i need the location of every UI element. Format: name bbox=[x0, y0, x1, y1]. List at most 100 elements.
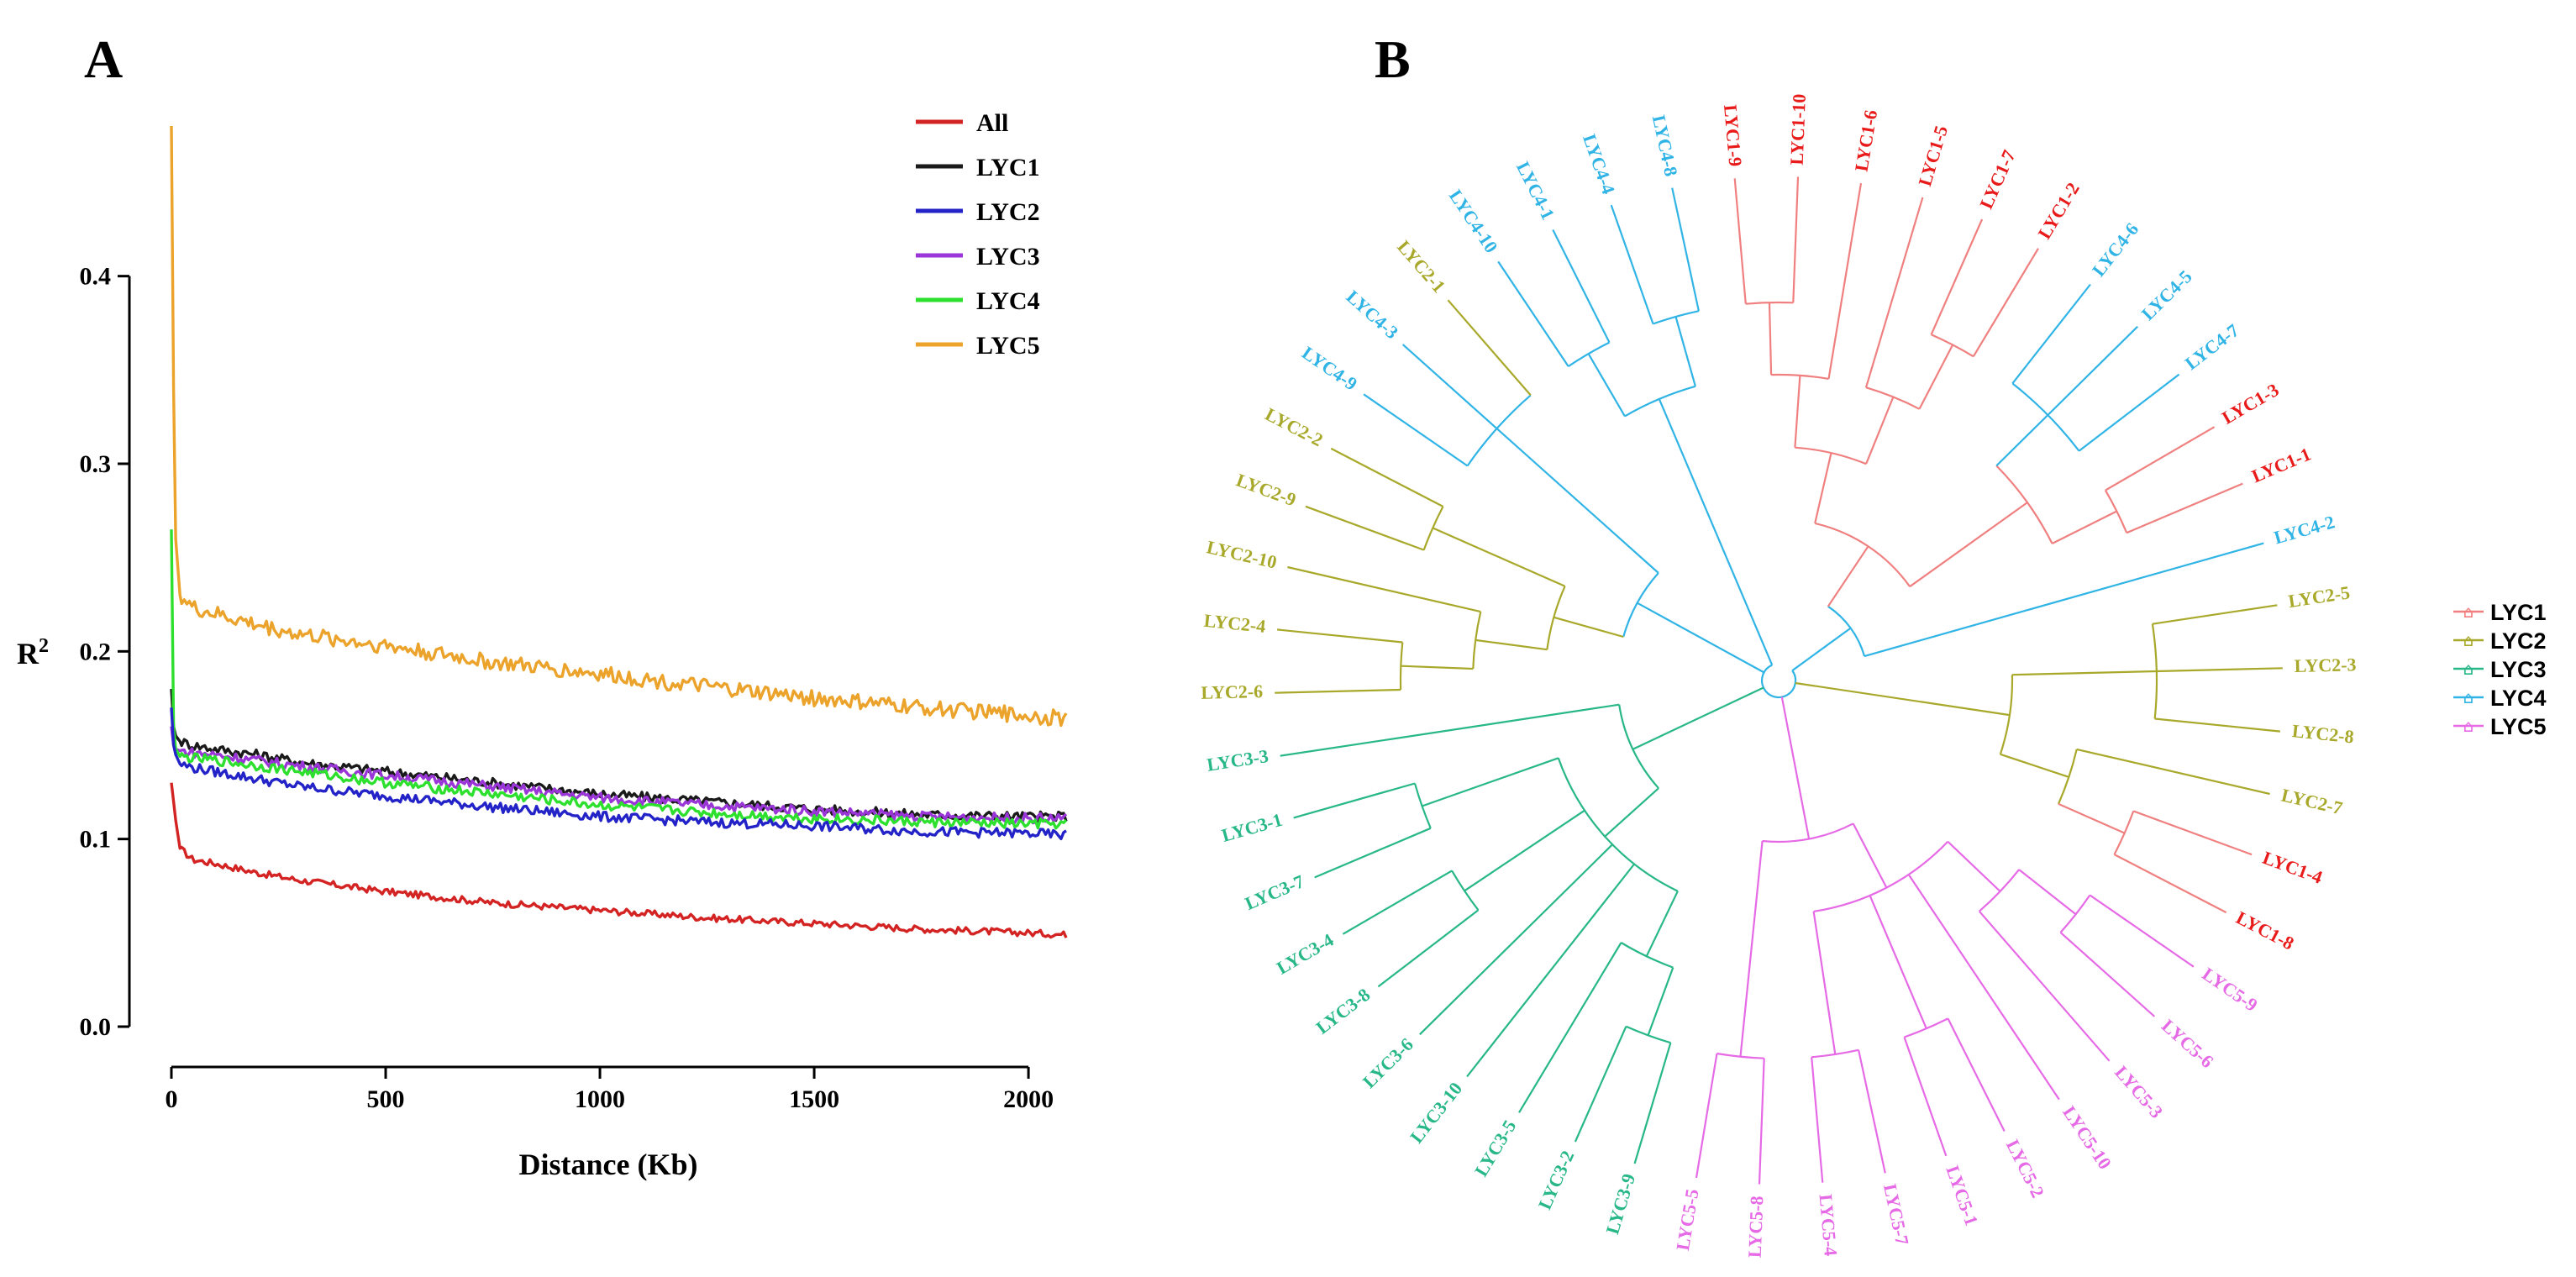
tree-branch bbox=[1518, 942, 1622, 1113]
leaf-label-lyc3-8: LYC3-8 bbox=[1312, 984, 1375, 1038]
tree-branch bbox=[1637, 602, 1765, 674]
tree-legend-label-lyc1: LYC1 bbox=[2490, 600, 2547, 625]
tree-branch bbox=[1674, 316, 1696, 387]
tree-branch bbox=[1814, 452, 1832, 524]
tree-branch bbox=[1293, 782, 1416, 819]
leaf-label-lyc4-1: LYC4-1 bbox=[1512, 158, 1559, 223]
leaf-label-lyc1-9: LYC1-9 bbox=[1720, 104, 1746, 168]
tree-branch bbox=[1865, 397, 1895, 465]
tree-branch bbox=[1869, 895, 1927, 1029]
y-tick-label: 0.3 bbox=[80, 450, 112, 478]
tree-branch bbox=[1647, 967, 1674, 1036]
tree-branch bbox=[1466, 863, 1635, 1078]
tree-branch bbox=[1645, 891, 1679, 957]
tree-legend-icon: ⌂ bbox=[2463, 659, 2474, 679]
tree-branch bbox=[2152, 604, 2278, 625]
tree-arc bbox=[1472, 611, 1482, 670]
tree-branch bbox=[1363, 393, 1469, 467]
tree-arc bbox=[1995, 465, 2053, 544]
tree-arc bbox=[1557, 757, 1679, 892]
leaf-label-lyc5-6: LYC5-6 bbox=[2158, 1015, 2218, 1072]
tree-branch bbox=[1864, 542, 2264, 658]
tree-branch bbox=[1553, 616, 1624, 638]
tree-arc bbox=[1625, 1025, 1671, 1044]
panel-b-dendrogram: B LYC1-9 LYC1-10 LYC1-6 LYC1-5 LYC1-7 LYC1-2L… bbox=[1201, 29, 2546, 1259]
tree-arc bbox=[1771, 373, 1829, 380]
tree-legend-label-lyc5: LYC5 bbox=[2490, 714, 2547, 739]
tree-branch bbox=[1275, 688, 1401, 694]
x-tick-label: 1500 bbox=[789, 1085, 839, 1113]
tree-legend-label-lyc2: LYC2 bbox=[2490, 628, 2547, 654]
tree-arc bbox=[2011, 382, 2080, 452]
tree-branch bbox=[1422, 757, 1559, 807]
tree-branch bbox=[2018, 869, 2077, 916]
tree-arc bbox=[1762, 822, 1854, 843]
tree-branch bbox=[1552, 229, 1611, 344]
leaf-label-lyc1-8: LYC1-8 bbox=[2232, 907, 2297, 954]
tree-branch bbox=[1496, 428, 1659, 574]
panel-a-ld-decay-chart: A 0.0 0.1 0.2 0.3 0.4 0 500 1000 1500 2000 All LYC… bbox=[17, 29, 1068, 1181]
tree-branch bbox=[1903, 1037, 1948, 1157]
tree-arc bbox=[2059, 894, 2091, 933]
tree-arc bbox=[1999, 675, 2014, 755]
series-line-all bbox=[170, 782, 1068, 939]
tree-branch bbox=[1280, 703, 1620, 757]
y-tick-label: 0.2 bbox=[80, 638, 112, 665]
tree-arc bbox=[1653, 310, 1700, 325]
legend-label-lyc5: LYC5 bbox=[976, 332, 1040, 360]
leaf-label-lyc4-10: LYC4-10 bbox=[1445, 186, 1502, 256]
tree-branch bbox=[1792, 176, 1800, 303]
leaf-label-lyc5-10: LYC5-10 bbox=[2058, 1102, 2116, 1173]
tree-arc bbox=[1466, 394, 1532, 467]
tree-arc bbox=[2113, 811, 2135, 855]
leaf-label-lyc5-5: LYC5-5 bbox=[1672, 1187, 1703, 1252]
leaf-label-lyc1-5: LYC1-5 bbox=[1914, 123, 1952, 189]
tree-branch bbox=[2076, 748, 2270, 796]
ld-legend: All LYC1 LYC2 LYC3 LYC4 LYC5 bbox=[916, 109, 1040, 360]
leaf-label-lyc2-4: LYC2-4 bbox=[1203, 610, 1267, 637]
tree-branch bbox=[1812, 911, 1837, 1055]
tree-branch bbox=[1633, 1042, 1672, 1164]
leaf-label-lyc3-6: LYC3-6 bbox=[1359, 1033, 1417, 1092]
tree-branch bbox=[1918, 344, 1954, 410]
tree-arc bbox=[1979, 869, 2020, 912]
x-tick-label: 2000 bbox=[1003, 1085, 1054, 1113]
leaf-label-lyc4-2: LYC4-2 bbox=[2272, 511, 2337, 548]
leaf-label-lyc4-4: LYC4-4 bbox=[1579, 131, 1619, 197]
tree-arc bbox=[1620, 942, 1674, 969]
tree-branch bbox=[2011, 670, 2157, 676]
tree-branch bbox=[2052, 510, 2117, 544]
tree-branch bbox=[1758, 1058, 1765, 1185]
tree-branch bbox=[1909, 502, 2028, 588]
tree-branch bbox=[1574, 1026, 1627, 1143]
tree-branch bbox=[2156, 667, 2283, 673]
tree-branches bbox=[1275, 176, 2283, 1185]
tree-arc bbox=[1814, 522, 1911, 587]
x-tick-label: 500 bbox=[367, 1085, 405, 1113]
y-tick-label: 0.0 bbox=[80, 1013, 112, 1041]
leaf-label-lyc5-1: LYC5-1 bbox=[1942, 1163, 1982, 1228]
y-tick-label: 0.4 bbox=[80, 263, 112, 291]
tree-arc bbox=[1931, 334, 1974, 358]
legend-label-lyc2: LYC2 bbox=[976, 198, 1040, 226]
tree-branch bbox=[2132, 810, 2253, 856]
tree-arc bbox=[1795, 446, 1867, 465]
tree-branch bbox=[1587, 353, 1626, 417]
tree-branch bbox=[2000, 753, 2069, 778]
tree-branch bbox=[1864, 197, 1924, 388]
tree-arc bbox=[1622, 572, 1659, 638]
tree-branch bbox=[1287, 565, 1481, 613]
tree-branch bbox=[2105, 426, 2216, 491]
leaf-label-lyc5-7: LYC5-7 bbox=[1879, 1182, 1913, 1247]
tree-branch bbox=[1972, 248, 2039, 357]
leaf-label-lyc5-9: LYC5-9 bbox=[2199, 963, 2262, 1015]
tree-arc bbox=[1904, 1017, 1948, 1038]
tree-arc bbox=[1827, 605, 1866, 657]
leaf-label-lyc2-2: LYC2-2 bbox=[1262, 403, 1327, 450]
tree-branch bbox=[1604, 787, 1659, 838]
leaf-label-lyc2-1: LYC2-1 bbox=[1393, 236, 1449, 297]
leaf-label-lyc5-4: LYC5-4 bbox=[1815, 1193, 1841, 1257]
series-line-lyc5 bbox=[170, 125, 1068, 728]
leaf-label-lyc3-5: LYC3-5 bbox=[1470, 1117, 1520, 1180]
y-tick-label: 0.1 bbox=[80, 826, 112, 854]
